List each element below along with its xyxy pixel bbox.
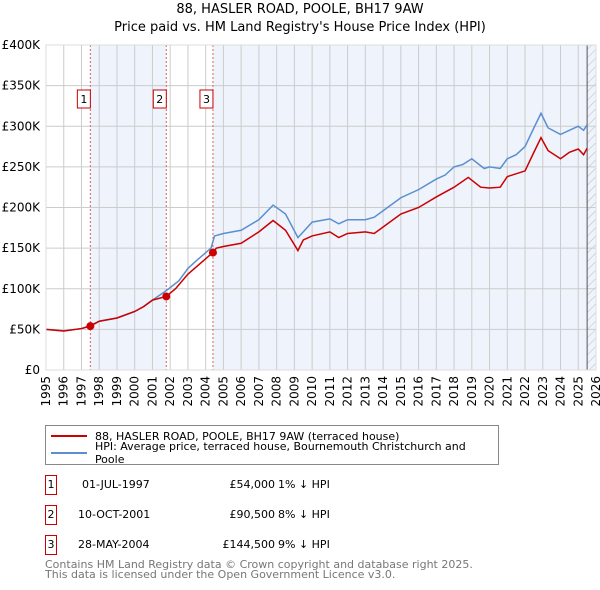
sale-price: £90,500 xyxy=(229,508,276,521)
price-chart: £0 £50K £100K £150K £200K £250K £300K £350K £400… xyxy=(2,38,600,407)
legend-label: 88, HASLER ROAD, POOLE, BH17 9AW (terrac… xyxy=(95,429,400,443)
x-tick-label: 2026 xyxy=(589,376,600,407)
legend: 88, HASLER ROAD, POOLE, BH17 9AW (terrac… xyxy=(45,425,499,466)
sale-point xyxy=(162,292,171,301)
sale-marker-label: 3 xyxy=(45,535,57,555)
x-tick-label: 2020 xyxy=(483,376,497,407)
chart-subtitle: Price paid vs. HM Land Registry's House … xyxy=(114,20,486,35)
sale-row: 3 28-MAY-2004 £144,500 9% ↓ HPI xyxy=(45,535,545,555)
legend-item-property: 88, HASLER ROAD, POOLE, BH17 9AW (terrac… xyxy=(51,428,399,444)
legend-label: HPI: Average price, terraced house, Bour… xyxy=(94,440,466,466)
sale-marker-box xyxy=(152,89,167,109)
y-tick-label: £250K xyxy=(2,160,42,174)
x-tick-label: 2018 xyxy=(447,376,461,407)
x-tick-label: 2017 xyxy=(429,376,443,407)
x-tick-label: 2002 xyxy=(163,376,177,407)
x-tick-label: 2013 xyxy=(358,376,372,407)
x-tick-label: 2021 xyxy=(500,376,514,407)
sale-row: 2 10-OCT-2001 £90,500 8% ↓ HPI xyxy=(45,505,545,525)
footer: Contains HM Land Registry data © Crown c… xyxy=(45,558,473,581)
x-tick-label: 2022 xyxy=(518,376,532,407)
sale-point xyxy=(208,248,217,257)
sale-marker-label: 1 xyxy=(45,475,57,495)
x-tick-label: 2006 xyxy=(234,376,248,407)
x-tick-label: 2015 xyxy=(394,376,408,407)
sale-hpi: 1% ↓ HPI xyxy=(278,478,330,491)
x-tick-label: 2024 xyxy=(554,376,568,407)
hpi-line xyxy=(45,111,588,332)
sale-row: 1 01-JUL-1997 £54,000 1% ↓ HPI xyxy=(45,475,545,495)
x-tick-label: 1997 xyxy=(74,376,88,407)
x-tick-label: 2016 xyxy=(412,376,426,407)
x-tick-label: 2003 xyxy=(181,376,195,407)
sale-marker-label: 2 xyxy=(45,505,57,525)
legend-swatch-red xyxy=(51,435,87,437)
sale-date: 01-JUL-1997 xyxy=(82,478,150,491)
sale-marker-box xyxy=(76,89,91,109)
legend-item-hpi: HPI: Average price, terraced house, Bour… xyxy=(51,440,498,466)
property-line xyxy=(45,135,588,332)
footer-line: This data is licensed under the Open Gov… xyxy=(45,568,396,581)
x-tick-label: 1996 xyxy=(57,376,71,407)
sale-marker-label: 3 xyxy=(203,93,210,106)
x-tick-label: 2008 xyxy=(270,376,284,407)
x-tick-label: 2005 xyxy=(216,376,230,407)
y-tick-label: £50K xyxy=(9,322,41,336)
x-tick-label: 1998 xyxy=(92,376,106,407)
plot-frame xyxy=(45,44,597,371)
x-tick-label: 2004 xyxy=(199,376,213,407)
sale-price: £144,500 xyxy=(222,538,276,551)
y-tick-label: £0 xyxy=(25,363,40,377)
x-tick-label: 1995 xyxy=(39,376,53,407)
x-tick-label: 1999 xyxy=(110,376,124,407)
sale-point xyxy=(86,322,95,331)
x-tick-label: 2010 xyxy=(305,376,319,407)
y-tick-label: £300K xyxy=(2,119,42,133)
x-tick-label: 2023 xyxy=(536,376,550,407)
y-tick-label: £100K xyxy=(2,282,42,296)
sale-marker-label: 1 xyxy=(80,93,87,106)
x-tick-label: 2025 xyxy=(571,376,585,407)
footer-line: Contains HM Land Registry data © Crown c… xyxy=(45,558,473,571)
sale-price: £54,000 xyxy=(229,478,276,491)
sale-date: 28-MAY-2004 xyxy=(78,538,150,551)
x-tick-label: 2011 xyxy=(323,376,337,407)
x-tick-label: 2014 xyxy=(376,376,390,407)
x-tick-label: 2009 xyxy=(287,376,301,407)
x-tick-label: 2019 xyxy=(465,376,479,407)
chart-title: 88, HASLER ROAD, POOLE, BH17 9AW xyxy=(176,2,424,17)
x-tick-label: 2000 xyxy=(128,376,142,407)
sale-marker-label: 2 xyxy=(156,93,163,106)
x-tick-label: 2012 xyxy=(341,376,355,407)
legend-swatch-blue xyxy=(51,452,87,454)
sale-hpi: 9% ↓ HPI xyxy=(278,538,330,551)
x-tick-label: 2007 xyxy=(252,376,266,407)
sale-marker-box xyxy=(199,89,214,109)
sale-date: 10-OCT-2001 xyxy=(78,508,151,521)
sale-hpi: 8% ↓ HPI xyxy=(278,508,330,521)
y-tick-label: £350K xyxy=(2,79,42,93)
y-tick-label: £400K xyxy=(2,38,42,52)
y-tick-label: £200K xyxy=(2,201,42,215)
x-tick-label: 2001 xyxy=(145,376,159,407)
y-tick-label: £150K xyxy=(2,241,42,255)
